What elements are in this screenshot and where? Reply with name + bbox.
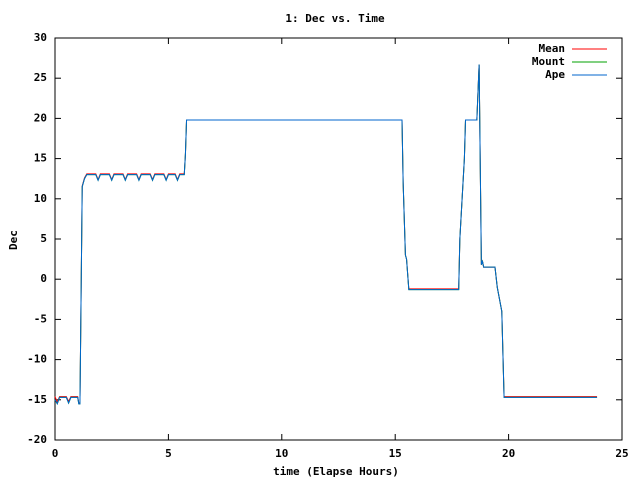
y-tick-label: 10 bbox=[34, 192, 47, 205]
x-tick-label: 10 bbox=[275, 447, 288, 460]
y-tick-label: -15 bbox=[27, 393, 47, 406]
legend-label: Ape bbox=[545, 68, 565, 81]
chart-title: 1: Dec vs. Time bbox=[285, 12, 385, 25]
y-tick-label: -10 bbox=[27, 353, 47, 366]
y-tick-label: 0 bbox=[40, 272, 47, 285]
legend-label: Mean bbox=[539, 42, 566, 55]
x-tick-label: 25 bbox=[615, 447, 628, 460]
y-tick-label: 5 bbox=[40, 232, 47, 245]
y-tick-label: 30 bbox=[34, 31, 47, 44]
plot-border bbox=[54, 37, 623, 441]
series-line bbox=[54, 64, 598, 406]
series-line bbox=[54, 64, 598, 404]
legend-label: Mount bbox=[532, 55, 565, 68]
y-tick-label: 15 bbox=[34, 152, 47, 165]
y-tick-label: 25 bbox=[34, 71, 47, 84]
y-axis-label: Dec bbox=[7, 230, 20, 250]
x-tick-label: 15 bbox=[389, 447, 402, 460]
y-tick-label: 20 bbox=[34, 111, 47, 124]
y-tick-label: -20 bbox=[27, 433, 47, 446]
y-tick-label: -5 bbox=[34, 312, 47, 325]
x-axis-label: time (Elapse Hours) bbox=[273, 465, 399, 478]
series-line bbox=[54, 64, 598, 406]
x-tick-label: 0 bbox=[52, 447, 59, 460]
x-tick-label: 20 bbox=[502, 447, 515, 460]
x-tick-label: 5 bbox=[165, 447, 172, 460]
